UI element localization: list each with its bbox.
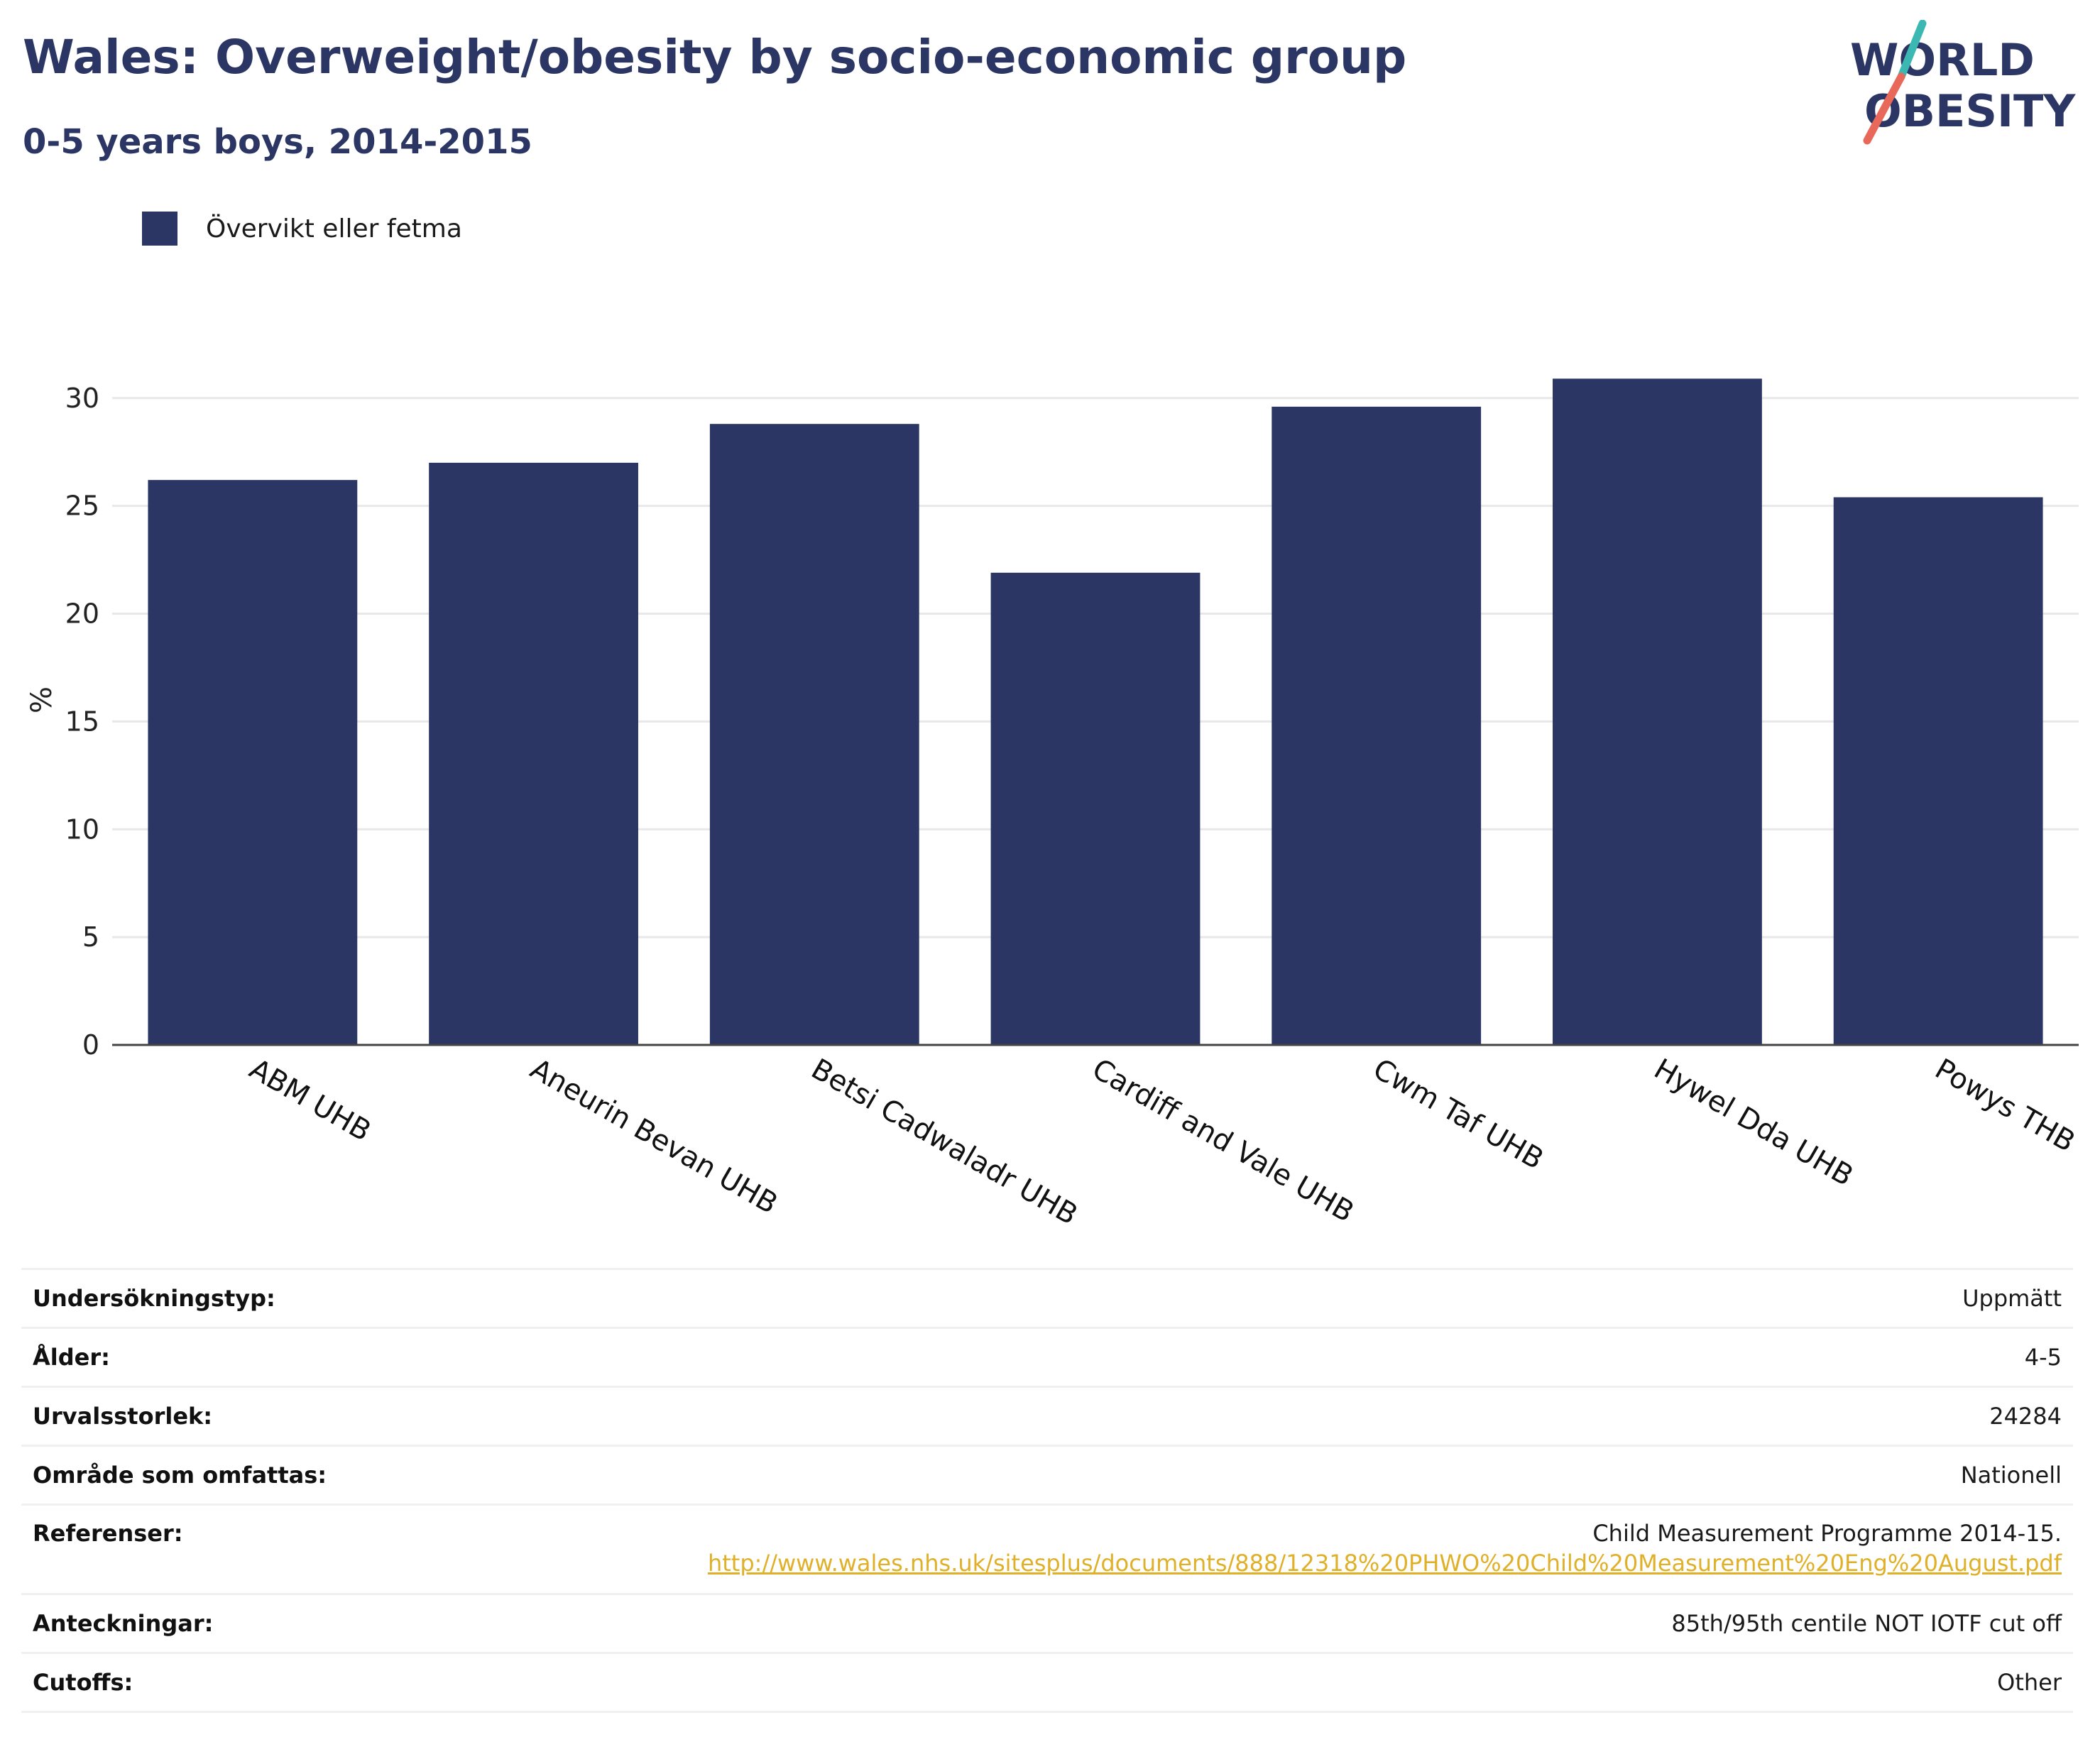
bar	[709, 424, 919, 1045]
bar	[1833, 497, 2043, 1045]
x-tick-label: Cwm Taf UHB	[1367, 1053, 1548, 1176]
x-tick-label: Aneurin Bevan UHB	[525, 1053, 783, 1221]
x-tick-label: ABM UHB	[244, 1053, 376, 1148]
info-label: Anteckningar:	[33, 1610, 214, 1637]
bar	[990, 572, 1201, 1045]
info-row-cutoffs: Cutoffs: Other	[21, 1654, 2073, 1713]
info-value: Uppmätt	[1962, 1285, 2062, 1312]
info-value: Nationell	[1960, 1462, 2062, 1489]
logo-slash-coral	[1863, 72, 1905, 145]
x-tick-label: Hywel Dda UHB	[1648, 1053, 1859, 1193]
info-row-area: Område som omfattas: Nationell	[21, 1447, 2073, 1506]
info-value: Child Measurement Programme 2014-15. htt…	[708, 1520, 2062, 1577]
info-row-notes: Anteckningar: 85th/95th centile NOT IOTF…	[21, 1595, 2073, 1654]
legend-label: Övervikt eller fetma	[206, 214, 462, 243]
info-table: Undersökningstyp: Uppmätt Ålder: 4-5 Urv…	[21, 1268, 2073, 1713]
info-value: 85th/95th centile NOT IOTF cut off	[1671, 1610, 2062, 1637]
x-tick-label: Cardiff and Vale UHB	[1087, 1053, 1360, 1229]
info-label: Cutoffs:	[33, 1669, 133, 1696]
x-tick-label: Betsi Cadwaladr UHB	[806, 1053, 1083, 1232]
logo-text-obesity: OBESITY	[1864, 85, 2076, 137]
y-tick-label: 30	[65, 383, 99, 414]
y-tick-label: 5	[82, 921, 99, 953]
legend-swatch	[142, 212, 177, 246]
y-tick-label: 20	[65, 598, 99, 630]
bar	[429, 462, 638, 1045]
bar-chart: 0 5 10 15 20 25 30% ABM UHB Aneurin Bevan UHB Bet…	[26, 378, 2081, 1232]
info-label: Referenser:	[33, 1520, 183, 1547]
page-title: Wales: Overweight/obesity by socio-econo…	[23, 30, 1407, 84]
info-label: Område som omfattas:	[33, 1462, 327, 1489]
world-obesity-logo: WORLD OBESITY	[1850, 20, 2076, 145]
x-tick-label: Powys THB	[1930, 1053, 2081, 1159]
logo-slash-teal	[1897, 20, 1927, 81]
bar	[148, 480, 358, 1045]
bar	[1272, 406, 1482, 1045]
y-tick-label: 10	[65, 814, 99, 845]
info-label: Urvalsstorlek:	[33, 1403, 213, 1430]
info-row-references: Referenser: Child Measurement Programme …	[21, 1506, 2073, 1595]
bar	[1553, 378, 1762, 1045]
info-label: Undersökningstyp:	[33, 1285, 275, 1312]
info-value: Other	[1997, 1669, 2062, 1696]
y-tick-label: 15	[65, 706, 99, 737]
page-subtitle: 0-5 years boys, 2014-2015	[23, 122, 532, 162]
info-row-age: Ålder: 4-5	[21, 1329, 2073, 1388]
info-label: Ålder:	[33, 1344, 110, 1371]
y-tick-label: 25	[65, 491, 99, 522]
reference-text: Child Measurement Programme 2014-15.	[1592, 1520, 2062, 1547]
reference-link[interactable]: http://www.wales.nhs.uk/sitesplus/docume…	[707, 1550, 2062, 1577]
y-axis-label: %	[26, 686, 58, 713]
logo-text-world: WORLD	[1850, 34, 2035, 86]
info-value: 4-5	[2024, 1344, 2062, 1371]
y-tick-label: 0	[82, 1029, 99, 1061]
info-value: 24284	[1989, 1403, 2062, 1430]
chart-legend: Övervikt eller fetma	[142, 210, 462, 247]
info-row-sample-size: Urvalsstorlek: 24284	[21, 1388, 2073, 1447]
info-row-survey-type: Undersökningstyp: Uppmätt	[21, 1270, 2073, 1329]
